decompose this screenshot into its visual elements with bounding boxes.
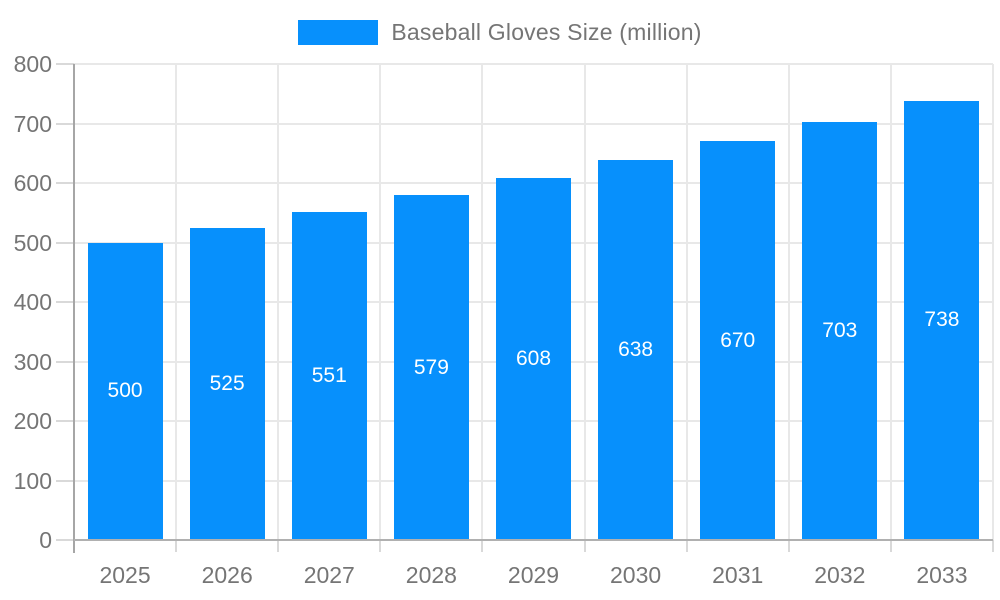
x-axis-label: 2031	[712, 562, 764, 588]
y-axis-label: 0	[39, 527, 52, 553]
bar-value-label: 525	[209, 371, 245, 395]
y-axis-tick	[56, 301, 74, 303]
bar[interactable]: 500	[87, 242, 163, 540]
bar-value-label: 638	[618, 338, 654, 362]
x-axis-line	[74, 539, 993, 541]
y-axis-label: 800	[13, 51, 52, 77]
bar-value-label: 551	[311, 364, 347, 388]
x-axis-tick	[583, 540, 586, 552]
bar[interactable]: 525	[189, 227, 265, 540]
y-axis-tick	[56, 122, 74, 125]
x-axis-tick	[889, 540, 892, 552]
bar[interactable]: 551	[291, 212, 367, 540]
v-gridline	[379, 64, 382, 540]
v-gridline	[787, 64, 790, 540]
x-axis-label: 2028	[405, 562, 457, 588]
bar-value-label: 738	[924, 308, 960, 332]
y-axis-label: 500	[13, 229, 52, 256]
x-axis-tick	[277, 540, 280, 552]
x-axis-label: 2025	[99, 562, 151, 588]
y-axis-tick	[56, 182, 74, 184]
y-axis-tick	[56, 420, 74, 422]
legend[interactable]: Baseball Gloves Size (million)	[0, 17, 1000, 47]
x-axis-label: 2027	[303, 562, 355, 588]
bar[interactable]: 670	[700, 141, 776, 540]
y-axis-tick	[56, 479, 74, 482]
x-axis-label: 2029	[507, 562, 560, 588]
x-axis-label: 2030	[610, 562, 662, 588]
bar-value-label: 579	[413, 355, 449, 379]
bar[interactable]: 703	[802, 121, 878, 540]
x-axis-tick	[787, 540, 790, 552]
v-gridline	[889, 64, 892, 540]
v-gridline	[583, 64, 586, 540]
x-axis-tick	[175, 540, 178, 552]
y-axis-label: 100	[13, 467, 52, 494]
x-axis-label: 2026	[201, 562, 253, 588]
bar-value-label: 670	[720, 328, 756, 352]
x-axis-tick	[685, 540, 688, 552]
legend-swatch	[298, 19, 379, 45]
x-axis-tick	[379, 540, 382, 552]
bar[interactable]: 608	[496, 178, 571, 540]
x-axis-tick	[992, 540, 994, 552]
y-axis-tick	[56, 539, 74, 541]
bar[interactable]: 579	[393, 195, 469, 540]
x-axis-label: 2032	[814, 562, 866, 588]
bar[interactable]: 638	[598, 160, 674, 540]
plot-area: 0 100 200 300 400 500 600 700 800 500 525 551 579 608…	[14, 51, 994, 588]
y-axis-line	[73, 64, 75, 553]
legend-label: Baseball Gloves Size (million)	[391, 18, 702, 45]
y-axis-label: 200	[13, 408, 52, 434]
v-gridline	[481, 64, 484, 540]
bar-value-label: 608	[515, 347, 552, 371]
y-axis-tick	[56, 241, 74, 244]
v-gridline	[685, 64, 688, 540]
bar[interactable]: 738	[904, 100, 980, 540]
bar-value-label: 703	[822, 318, 858, 342]
y-axis-label: 700	[13, 110, 52, 137]
x-axis-label: 2033	[916, 562, 968, 588]
y-axis-label: 600	[13, 170, 52, 196]
y-axis-tick	[56, 63, 74, 65]
y-axis-tick	[56, 360, 74, 363]
x-axis-tick	[481, 540, 484, 552]
v-gridline	[277, 64, 280, 540]
y-axis-label: 400	[13, 289, 52, 315]
v-gridline	[175, 64, 178, 540]
y-axis-label: 300	[13, 348, 52, 375]
v-gridline	[992, 64, 994, 540]
h-gridline	[74, 122, 993, 125]
bar-value-label: 500	[107, 379, 143, 403]
h-gridline	[74, 63, 993, 65]
